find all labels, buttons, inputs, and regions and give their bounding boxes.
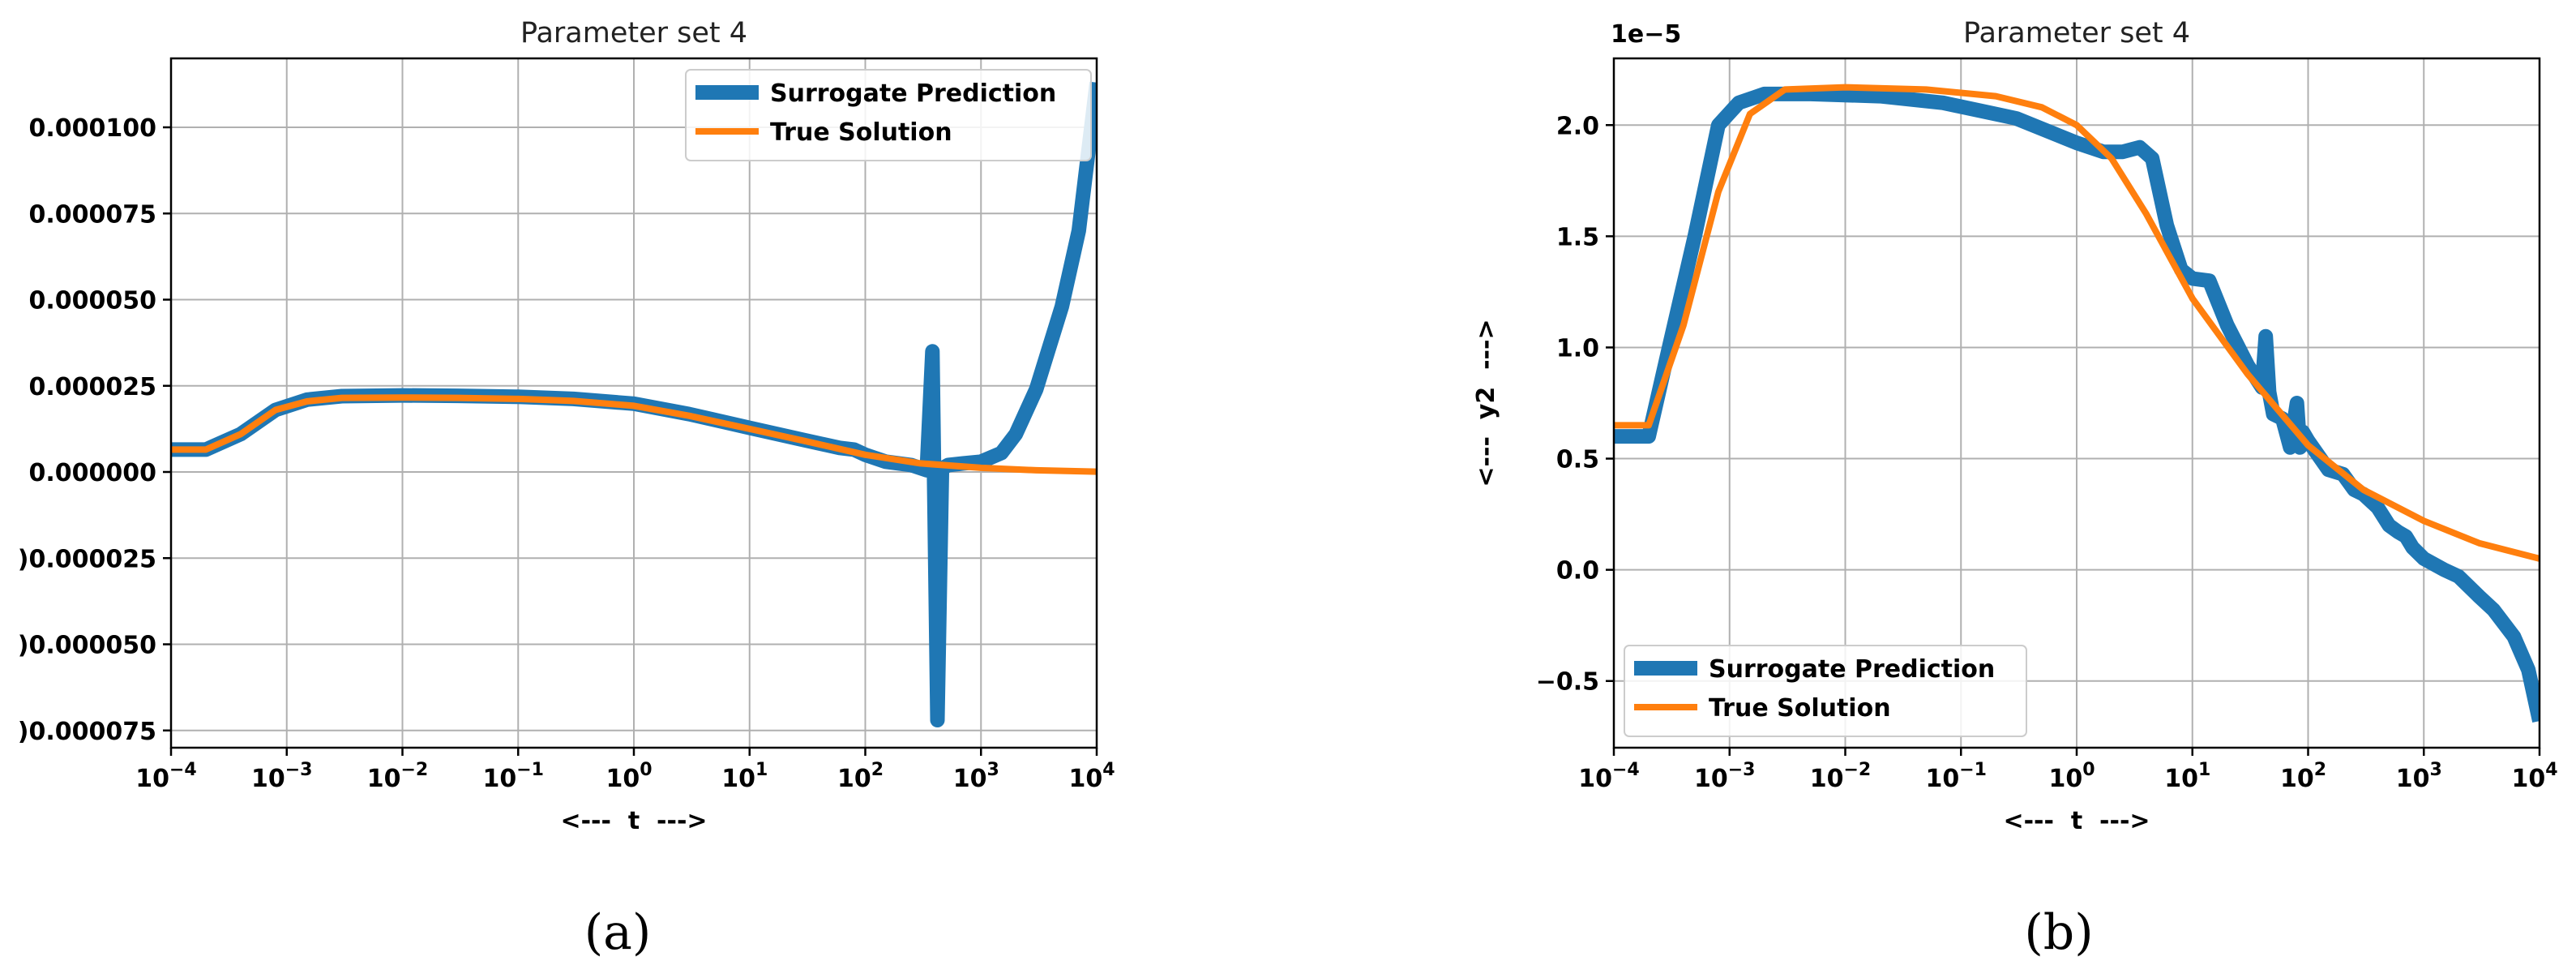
x-tick-label: 10−4: [135, 760, 197, 793]
x-tick-label: 103: [953, 760, 999, 793]
y-tick-label: 0.0: [1556, 557, 1599, 586]
x-tick-label: 10−1: [483, 760, 545, 793]
x-tick-label: 101: [2164, 760, 2210, 793]
legend-a: Surrogate Prediction True Solution: [685, 69, 1092, 161]
x-tick-label: 102: [2280, 760, 2326, 793]
x-tick-label: 102: [837, 760, 884, 793]
y-tick-label: 1.5: [1556, 223, 1599, 251]
legend-label-surrogate-b: Surrogate Prediction: [1709, 655, 1995, 684]
legend-b: Surrogate Prediction True Solution: [1624, 645, 2027, 737]
y-axis-label-b: <--- y2 --->: [1472, 319, 1500, 487]
series-line-true: [171, 394, 1097, 475]
chart-title-b: Parameter set 4: [1963, 17, 2190, 49]
x-tick-label: 10−2: [1810, 760, 1872, 793]
x-tick-label: 104: [1068, 760, 1115, 793]
legend-label-surrogate-a: Surrogate Prediction: [770, 79, 1056, 108]
series-b: [1614, 84, 2540, 723]
legend-box-a: [685, 69, 1092, 161]
y-tick-label: 2.0: [1556, 112, 1599, 140]
series-line-true: [1614, 84, 2540, 562]
y-tick-label: 0.000075: [28, 200, 156, 229]
y-tick-label: 0.000100: [28, 114, 156, 143]
y-tick-label: −0.5: [1536, 668, 1599, 697]
y-tick-label: 0.000000: [28, 459, 156, 487]
x-axis-label-b: <--- t --->: [2003, 807, 2150, 835]
y-tick-label: 0.000025: [28, 373, 156, 401]
legend-label-true-a: True Solution: [770, 118, 952, 147]
series-a: [171, 81, 1097, 727]
x-tick-label: 104: [2511, 760, 2557, 793]
x-tick-label: 103: [2396, 760, 2442, 793]
x-tick-label: 10−2: [367, 760, 429, 793]
chart-panel-a: 10−4 10−3 10−2 10−1 100 101 102 103 104 0.000100 0…: [18, 17, 1115, 835]
x-tick-label: 10−3: [251, 760, 313, 793]
x-tick-label: 100: [2048, 760, 2095, 793]
x-tick-label: 100: [605, 760, 652, 793]
y-tick-label: 0.5: [1556, 446, 1599, 474]
y-tick-label: 0.000050: [28, 287, 156, 315]
y-tick-label: )0.000050: [18, 632, 156, 660]
grid-b: [1613, 58, 2540, 748]
chart-title-a: Parameter set 4: [520, 17, 747, 49]
y-tick-label: )0.000075: [18, 718, 156, 746]
y-tick-label: )0.000025: [18, 545, 156, 573]
legend-label-true-b: True Solution: [1709, 694, 1891, 723]
chart-panel-b: 10−4 10−3 10−2 10−1 100 101 102 103 104 2.0 1.5 1.0…: [1472, 17, 2558, 835]
caption-b: (b): [2024, 904, 2093, 961]
x-tick-label: 101: [721, 760, 768, 793]
y-tick-label: 1.0: [1556, 334, 1599, 362]
x-tick-label: 10−1: [1926, 760, 1988, 793]
legend-box-b: [1624, 645, 2027, 737]
caption-a: (a): [584, 904, 652, 961]
ticks-b: 10−4 10−3 10−2 10−1 100 101 102 103 104 2.0 1.5 1.0…: [1536, 112, 2558, 793]
x-axis-label-a: <--- t --->: [560, 807, 707, 835]
series-line-surrogate: [1614, 86, 2540, 723]
y-offset-label-b: 1e−5: [1611, 20, 1681, 49]
x-tick-label: 10−4: [1578, 760, 1640, 793]
ticks-a: 10−4 10−3 10−2 10−1 100 101 102 103 104 0.000100 0…: [18, 114, 1115, 793]
x-tick-label: 10−3: [1694, 760, 1756, 793]
